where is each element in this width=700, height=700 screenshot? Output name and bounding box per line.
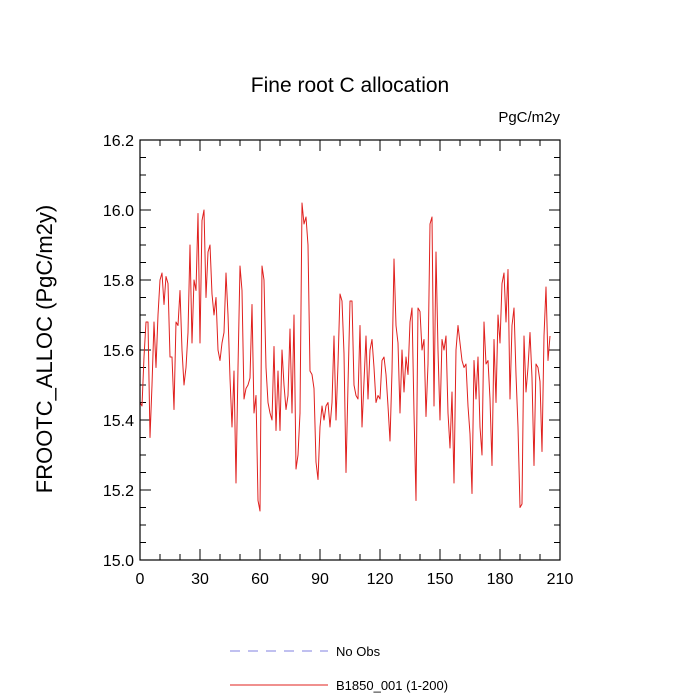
legend-label: No Obs	[336, 644, 381, 659]
series-layer	[139, 202, 551, 512]
y-tick-label: 15.6	[103, 343, 134, 360]
y-tick-label: 15.4	[103, 413, 134, 430]
x-tick-label: 90	[311, 571, 329, 588]
y-axis-label: FROOTC_ALLOC (PgC/m2y)	[32, 205, 57, 494]
series-line	[139, 202, 551, 512]
x-tick-labels: 0 30 60 90 120 150 180 210	[136, 571, 574, 588]
x-tick-label: 30	[191, 571, 209, 588]
y-tick-label: 16.2	[103, 133, 134, 150]
y-tick-label: 15.8	[103, 273, 134, 290]
x-tick-label: 0	[136, 571, 145, 588]
legend: No Obs B1850_001 (1-200)	[230, 644, 448, 693]
plot-frame	[139, 139, 561, 561]
x-tick-label: 120	[367, 571, 394, 588]
units-label: PgC/m2y	[498, 109, 560, 126]
y-tick-label: 15.2	[103, 483, 134, 500]
y-tick-label: 15.0	[103, 553, 134, 570]
x-tick-label: 180	[487, 571, 514, 588]
axis-ticks	[139, 139, 561, 561]
x-tick-label: 150	[427, 571, 454, 588]
y-tick-label: 16.0	[103, 203, 134, 220]
x-tick-label: 210	[547, 571, 574, 588]
legend-label: B1850_001 (1-200)	[336, 678, 448, 693]
y-tick-labels: 15.0 15.2 15.4 15.6 15.8 16.0 16.2	[103, 133, 134, 570]
chart-title: Fine root C allocation	[251, 74, 449, 97]
x-tick-label: 60	[251, 571, 269, 588]
